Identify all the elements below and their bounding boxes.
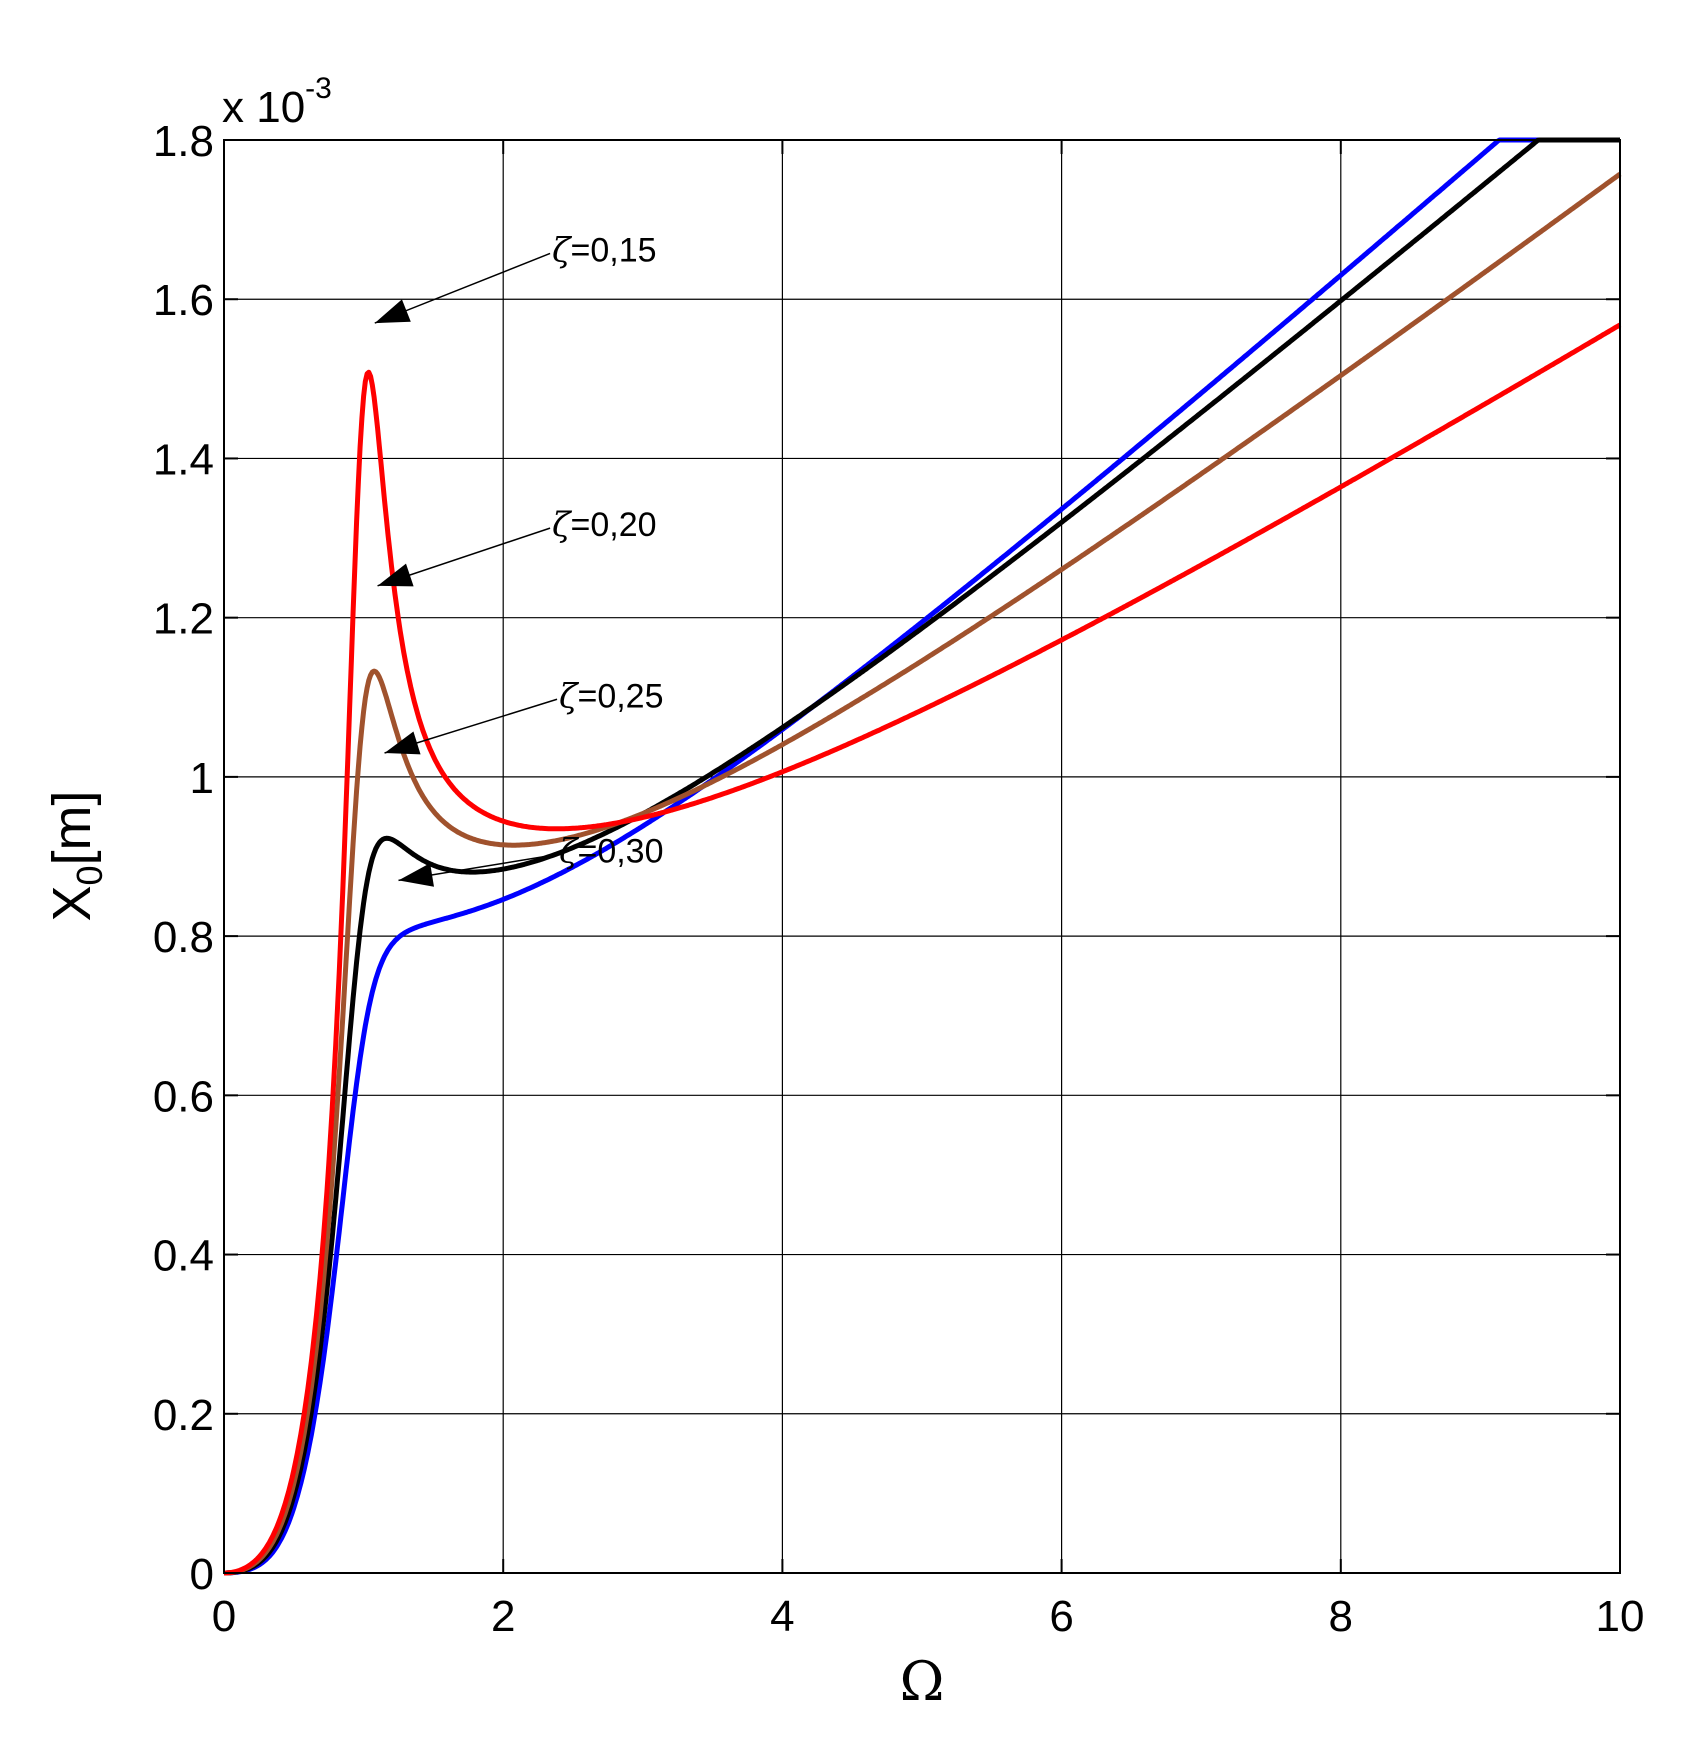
x-tick-label: 10 — [1596, 1592, 1645, 1641]
annotation-arrowhead — [384, 731, 421, 755]
annotation-label: ζ=0,20 — [552, 505, 656, 545]
series-line-zeta-0-15 — [223, 322, 1622, 1576]
series-line-zeta-0-3 — [223, 137, 1621, 1576]
x-tick-label: 4 — [770, 1592, 794, 1641]
annotation-label: ζ=0,15 — [552, 230, 656, 270]
y-tick-label: 0.8 — [153, 913, 214, 962]
x-tick-label: 0 — [212, 1592, 236, 1641]
y-tick-label: 0 — [190, 1550, 214, 1599]
annotation-label: ζ=0,25 — [559, 676, 663, 716]
x-tick-label: 6 — [1049, 1592, 1073, 1641]
plot-area — [224, 140, 1620, 1573]
annotation-arrowhead — [398, 863, 434, 887]
y-tick-label: 0.6 — [153, 1072, 214, 1121]
annotation-zeta-value: =0,30 — [577, 833, 663, 871]
y-tick-label: 1.6 — [153, 276, 214, 325]
annotations-layer: ζ=0,15ζ=0,20ζ=0,25ζ=0,30 — [374, 230, 664, 887]
y-multiplier-exponent: -3 — [305, 72, 332, 105]
annotation-zeta-symbol: ζ — [552, 505, 573, 545]
annotation-zeta-value: =0,15 — [570, 231, 656, 269]
x-tick-label: 2 — [491, 1592, 515, 1641]
annotation-arrowhead — [374, 299, 411, 324]
axes-box — [223, 139, 1621, 1574]
y-tick-label: 1.8 — [153, 117, 214, 166]
annotation-zeta-symbol: ζ — [559, 676, 580, 716]
y-tick-label: 1.4 — [153, 435, 214, 484]
x-tick-label: 8 — [1329, 1592, 1353, 1641]
y-tick-label: 0.2 — [153, 1391, 214, 1440]
series-line-zeta-0-2 — [223, 172, 1622, 1576]
y-multiplier: x 10-3 — [222, 72, 332, 132]
annotation-zeta-value: =0,25 — [577, 677, 663, 715]
annotation-label: ζ=0,30 — [559, 832, 663, 872]
x-axis-label: Ω — [900, 1650, 945, 1713]
annotation-arrowhead — [377, 563, 414, 587]
y-axis-label-subscript: 0 — [69, 865, 110, 885]
annotation-zeta-value: =0,20 — [570, 506, 656, 544]
annotation-zeta-symbol: ζ — [552, 230, 573, 270]
tick-labels: 0 2 4 6 8 10 0 0.2 0.4 0.6 0.8 1 1.2 1.4 1.6 1.8 — [153, 117, 1645, 1641]
annotation-zeta-symbol: ζ — [559, 832, 580, 872]
y-tick-label: 1 — [190, 754, 214, 803]
y-tick-label: 0.4 — [153, 1232, 214, 1281]
y-tick-label: 1.2 — [153, 595, 214, 644]
y-axis-label: X0[m] — [42, 790, 110, 921]
